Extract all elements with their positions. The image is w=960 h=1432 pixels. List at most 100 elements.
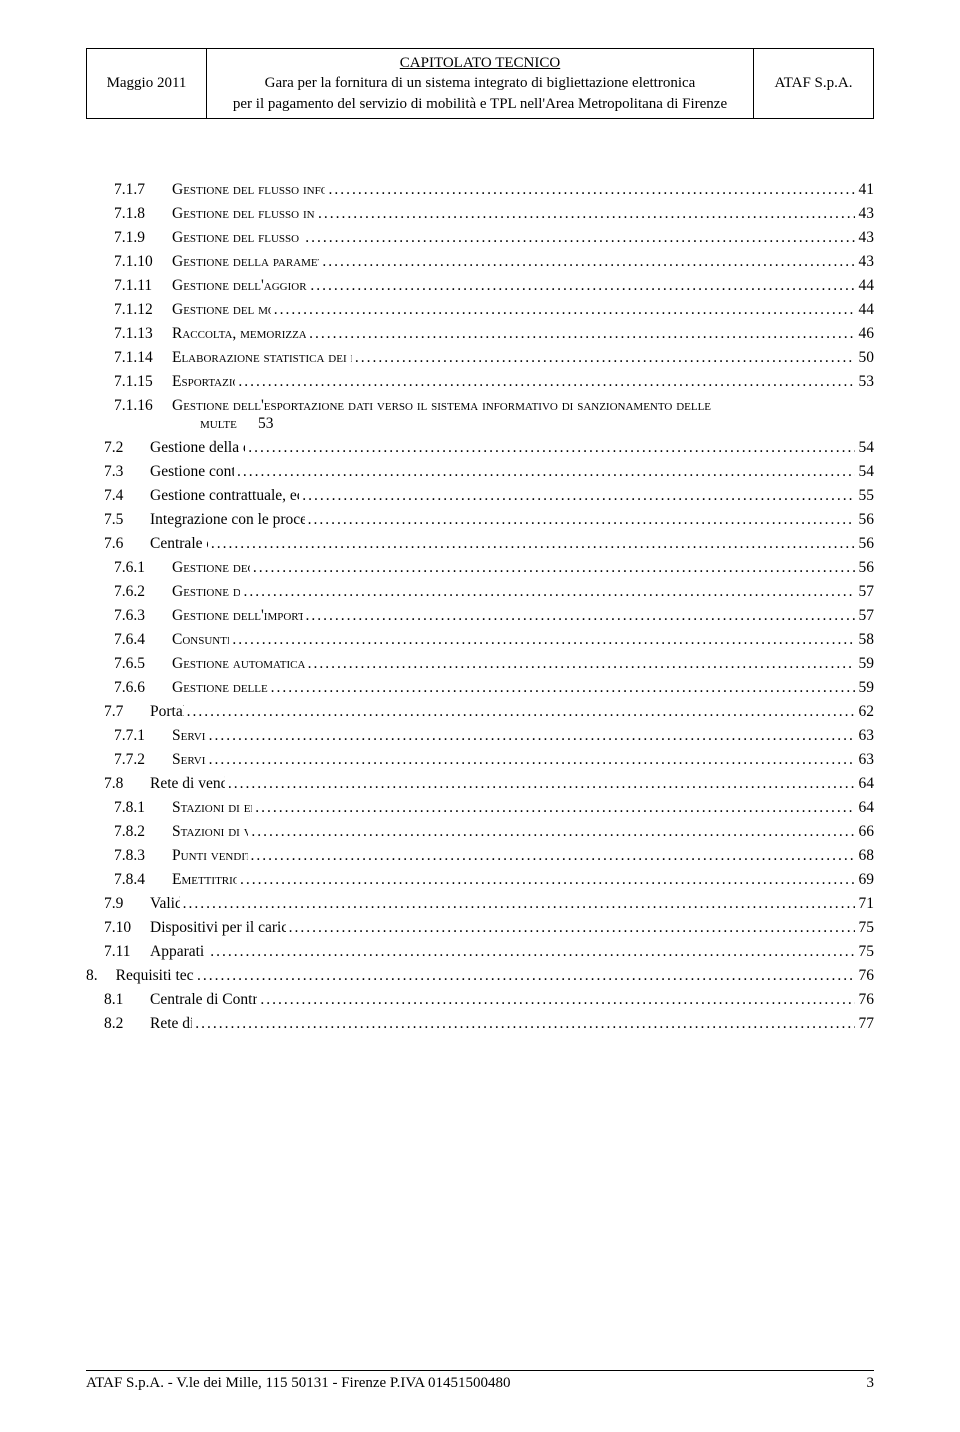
toc-leader: [225, 775, 855, 793]
toc-number: 7.1.9: [114, 229, 172, 247]
toc-entry: 7.4Gestione contrattuale, economica e fi…: [86, 487, 874, 505]
toc-page: 56: [855, 511, 875, 529]
toc-label: Rete di vendita: [150, 1015, 192, 1033]
toc-leader: [206, 751, 855, 769]
toc-leader: [194, 967, 855, 985]
toc-number: 7.2: [104, 439, 150, 457]
toc-label: Gestione dell'esportazione dati verso il…: [172, 397, 711, 415]
toc-entry: 7.2Gestione della distribuzione dei tito…: [86, 439, 874, 457]
toc-number: 7.7.2: [114, 751, 172, 769]
toc-number: 7.6.1: [114, 559, 172, 577]
toc-entry: 7.6.1Gestione degli accessi utente56: [86, 559, 874, 577]
toc-label: Gestione del flusso informativo con appa…: [172, 229, 302, 247]
toc-entry: 7.1.10Gestione della parametrizzazione e…: [86, 253, 874, 271]
toc-leader: [245, 439, 854, 457]
toc-page: 76: [855, 991, 875, 1009]
toc-leader: [180, 895, 855, 913]
toc-entry: 7.7Portale web62: [86, 703, 874, 721]
toc-leader: [229, 631, 854, 649]
toc-label: Rete di vendita sul territorio: [150, 775, 225, 793]
toc-page: 54: [855, 439, 875, 457]
toc-label: Gestione degli accessi utente: [172, 559, 250, 577]
toc-number: 7.10: [104, 919, 150, 937]
toc-page: 75: [855, 919, 875, 937]
toc-page: 57: [855, 607, 875, 625]
toc-number: 8.1: [104, 991, 150, 1009]
toc-label: Servizi B2C: [172, 727, 206, 745]
toc-number: 7.6.5: [114, 655, 172, 673]
toc-page: 44: [855, 277, 875, 295]
toc-entry: 7.6.5Gestione automatica del flusso dati…: [86, 655, 874, 673]
toc-number: 7.1.16: [114, 397, 172, 415]
toc-leader: [237, 871, 854, 889]
toc-leader: [268, 679, 855, 697]
toc-leader: [271, 301, 855, 319]
toc-page: 44: [855, 301, 875, 319]
toc-leader: [303, 607, 855, 625]
toc-page: 43: [855, 205, 875, 223]
page-footer: ATAF S.p.A. - V.le dei Mille, 115 50131 …: [86, 1370, 874, 1392]
toc-page: 57: [855, 583, 875, 601]
toc-number: 7.9: [104, 895, 150, 913]
toc-leader: [248, 847, 855, 865]
toc-entry: 7.6.2Gestione delle black list57: [86, 583, 874, 601]
toc-number: 7.6.3: [114, 607, 172, 625]
toc-number: 7.6: [104, 535, 150, 553]
toc-entry: 7.5Integrazione con le procedure di cont…: [86, 511, 874, 529]
toc-entry: 7.7.2Servizi B2B63: [86, 751, 874, 769]
toc-page: 68: [855, 847, 875, 865]
toc-label: Apparati di controllo: [150, 943, 207, 961]
footer-page-number: 3: [867, 1375, 875, 1392]
toc-number: 7.7.1: [114, 727, 172, 745]
toc-leader: [208, 535, 855, 553]
toc-page: 59: [855, 679, 875, 697]
toc-number-cont: multe: [200, 415, 258, 433]
toc-page: 64: [855, 775, 875, 793]
toc-leader: [286, 919, 855, 937]
toc-entry: 7.8.1Stazioni di emissione presidiate64: [86, 799, 874, 817]
toc-page: 64: [855, 799, 875, 817]
toc-label: Gestione del monitoraggio del sistema: [172, 301, 271, 319]
toc-entry: 7.3Gestione contabile delle vendite54: [86, 463, 874, 481]
toc-entry: 7.8.4Emettitrici automatiche69: [86, 871, 874, 889]
toc-page: 76: [855, 967, 875, 985]
toc-leader: [299, 487, 854, 505]
toc-entry: 7.7.1Servizi B2C 63: [86, 727, 874, 745]
toc-page: 46: [855, 325, 875, 343]
header-sub1: Gara per la fornitura di un sistema inte…: [265, 75, 696, 91]
toc-label: Gestione del flusso informativo di dati …: [172, 181, 325, 199]
toc-page: 75: [855, 943, 875, 961]
toc-label: Punti vendita non attrezzati: [172, 847, 248, 865]
toc-page: 53: [258, 415, 274, 433]
toc-entry: 7.6.6Gestione delle procedure di clearin…: [86, 679, 874, 697]
toc-label: Gestione dell'aggiornamento sw degli app…: [172, 277, 307, 295]
toc-number: 7.6.6: [114, 679, 172, 697]
toc-label: Gestione automatica del flusso dati con …: [172, 655, 305, 673]
toc-entry: 7.6.4Consuntivazione dati58: [86, 631, 874, 649]
toc-leader: [352, 349, 855, 367]
toc-leader: [307, 277, 854, 295]
toc-leader: [319, 253, 854, 271]
toc-label: Servizi B2B: [172, 751, 206, 769]
toc-leader: [206, 727, 855, 745]
toc-number: 7.1.12: [114, 301, 172, 319]
toc-number: 7.11: [104, 943, 150, 961]
toc-number: 7.3: [104, 463, 150, 481]
toc-entry: 8.2Rete di vendita77: [86, 1015, 874, 1033]
toc-number: 7.1.11: [114, 277, 172, 295]
toc-page: 71: [855, 895, 875, 913]
toc-number: 8.2: [104, 1015, 150, 1033]
toc-entry: 7.1.12Gestione del monitoraggio del sist…: [86, 301, 874, 319]
toc-entry: 7.8.2Stazioni di vendita presidiate66: [86, 823, 874, 841]
toc-number: 8.: [86, 967, 116, 985]
toc-number: 7.1.10: [114, 253, 172, 271]
toc-leader: [257, 991, 854, 1009]
toc-label: Gestione delle black list: [172, 583, 240, 601]
toc-page: 62: [855, 703, 875, 721]
toc-page: 63: [855, 727, 875, 745]
toc-entry: 7.1.8Gestione del flusso informativo su …: [86, 205, 874, 223]
toc-label: Elaborazione statistica dei dati element…: [172, 349, 352, 367]
toc-label: Portale web: [150, 703, 184, 721]
toc-entry: 7.9Validatrici71: [86, 895, 874, 913]
toc-number: 7.1.13: [114, 325, 172, 343]
